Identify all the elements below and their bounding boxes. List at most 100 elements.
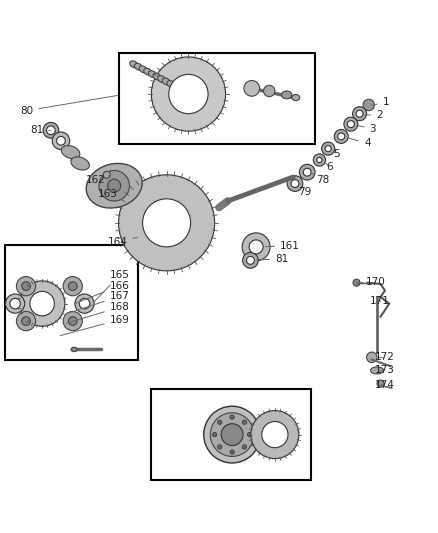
Ellipse shape	[158, 76, 166, 83]
Circle shape	[367, 352, 377, 362]
Circle shape	[21, 282, 30, 290]
Text: 80: 80	[20, 95, 118, 116]
Circle shape	[334, 130, 348, 143]
Bar	[119, 53, 315, 144]
Circle shape	[230, 450, 234, 454]
Circle shape	[242, 233, 270, 261]
Circle shape	[251, 410, 299, 458]
Circle shape	[344, 117, 358, 131]
Circle shape	[210, 413, 254, 456]
Circle shape	[169, 75, 208, 114]
Bar	[5, 245, 138, 360]
Text: 173: 173	[375, 366, 395, 375]
Ellipse shape	[130, 61, 138, 68]
Circle shape	[325, 146, 331, 152]
Circle shape	[287, 176, 303, 191]
Ellipse shape	[71, 348, 77, 352]
Circle shape	[230, 415, 234, 419]
Circle shape	[99, 171, 130, 201]
Text: 78: 78	[311, 173, 329, 185]
Circle shape	[46, 126, 55, 135]
Circle shape	[63, 311, 82, 330]
Circle shape	[212, 432, 217, 437]
Ellipse shape	[61, 146, 80, 159]
Circle shape	[264, 85, 275, 96]
Circle shape	[303, 168, 311, 176]
Circle shape	[218, 420, 222, 424]
Text: 164: 164	[107, 237, 138, 247]
Circle shape	[243, 253, 258, 268]
Ellipse shape	[282, 91, 292, 99]
Circle shape	[347, 120, 354, 128]
Circle shape	[244, 80, 260, 96]
Circle shape	[291, 180, 299, 188]
Text: 165: 165	[94, 270, 130, 302]
Text: 171: 171	[370, 296, 389, 305]
Text: 1: 1	[371, 98, 389, 107]
Text: 2: 2	[365, 110, 383, 120]
Text: 81: 81	[30, 125, 51, 135]
Circle shape	[204, 406, 261, 463]
Circle shape	[68, 282, 77, 290]
Circle shape	[338, 133, 345, 140]
Circle shape	[119, 175, 215, 271]
Circle shape	[221, 424, 243, 446]
Ellipse shape	[292, 94, 300, 101]
Text: 5: 5	[333, 149, 340, 159]
Ellipse shape	[71, 157, 89, 170]
Text: 170: 170	[361, 277, 386, 287]
Circle shape	[313, 154, 325, 166]
Ellipse shape	[167, 80, 175, 87]
Circle shape	[353, 279, 360, 286]
Circle shape	[19, 281, 65, 326]
Ellipse shape	[134, 63, 143, 70]
Circle shape	[218, 445, 222, 449]
Circle shape	[356, 110, 363, 117]
Text: 168: 168	[67, 302, 130, 324]
Text: 4: 4	[348, 138, 371, 148]
Text: 6: 6	[325, 163, 333, 172]
Text: 3: 3	[357, 124, 376, 134]
Circle shape	[10, 298, 20, 309]
Circle shape	[377, 380, 384, 387]
Circle shape	[52, 132, 70, 149]
Circle shape	[299, 164, 315, 180]
Circle shape	[16, 311, 35, 330]
Ellipse shape	[162, 78, 170, 85]
Circle shape	[43, 123, 59, 138]
Circle shape	[21, 317, 30, 326]
Circle shape	[108, 179, 121, 192]
Circle shape	[242, 420, 247, 424]
Bar	[151, 389, 311, 480]
Circle shape	[68, 317, 77, 326]
Text: 161: 161	[265, 240, 300, 251]
Circle shape	[30, 292, 54, 316]
Circle shape	[57, 136, 65, 145]
Text: 166: 166	[75, 281, 130, 303]
Circle shape	[151, 57, 226, 131]
Circle shape	[363, 99, 374, 111]
Circle shape	[242, 445, 247, 449]
Circle shape	[249, 240, 263, 254]
Circle shape	[247, 256, 254, 264]
Text: 169: 169	[60, 315, 130, 336]
Circle shape	[79, 298, 90, 309]
Text: 172: 172	[375, 352, 395, 362]
Ellipse shape	[371, 367, 384, 374]
Text: 162: 162	[85, 175, 109, 185]
Circle shape	[63, 277, 82, 296]
Text: 163: 163	[98, 189, 118, 199]
Circle shape	[6, 294, 25, 313]
Circle shape	[16, 277, 35, 296]
Text: 167: 167	[71, 291, 130, 312]
Ellipse shape	[148, 71, 156, 78]
Circle shape	[317, 157, 322, 163]
Circle shape	[353, 107, 367, 120]
Ellipse shape	[86, 164, 142, 208]
Circle shape	[103, 171, 110, 179]
Text: 79: 79	[298, 183, 312, 197]
Ellipse shape	[144, 68, 152, 75]
Ellipse shape	[153, 73, 161, 80]
Circle shape	[321, 142, 335, 155]
Circle shape	[247, 432, 252, 437]
